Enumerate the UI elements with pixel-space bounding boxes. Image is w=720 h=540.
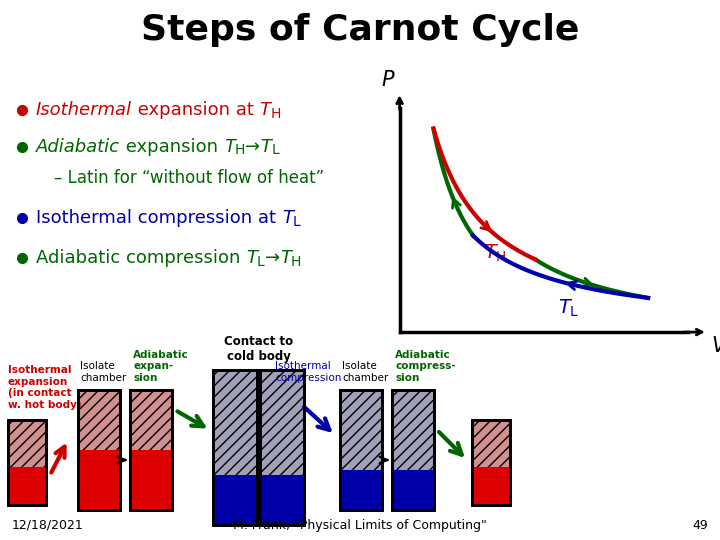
Text: T: T bbox=[260, 101, 271, 119]
Bar bbox=[340, 390, 382, 510]
Bar bbox=[473, 467, 509, 504]
Bar bbox=[261, 475, 303, 524]
Bar bbox=[9, 467, 45, 504]
Text: T: T bbox=[282, 209, 293, 227]
Text: $V$: $V$ bbox=[711, 335, 720, 355]
Text: Isothermal
expansion
(in contact
w. hot body): Isothermal expansion (in contact w. hot … bbox=[8, 365, 81, 410]
Text: 12/18/2021: 12/18/2021 bbox=[12, 519, 84, 532]
Text: – Latin for “without flow of heat”: – Latin for “without flow of heat” bbox=[54, 169, 324, 187]
Bar bbox=[341, 470, 381, 509]
Bar bbox=[130, 390, 172, 510]
Bar bbox=[260, 370, 304, 525]
Text: $T_\mathrm{H}$: $T_\mathrm{H}$ bbox=[485, 243, 507, 264]
Text: L: L bbox=[293, 214, 300, 228]
Text: T: T bbox=[246, 249, 257, 267]
Bar bbox=[78, 390, 120, 510]
Text: H: H bbox=[291, 254, 302, 268]
Text: →: → bbox=[245, 138, 260, 156]
Bar bbox=[393, 470, 433, 509]
Text: H: H bbox=[235, 144, 245, 158]
Text: Steps of Carnot Cycle: Steps of Carnot Cycle bbox=[141, 13, 579, 47]
Text: Isolate
chamber: Isolate chamber bbox=[342, 361, 388, 383]
Text: expansion: expansion bbox=[120, 138, 224, 156]
Text: $P$: $P$ bbox=[381, 70, 395, 90]
Text: Isolate
chamber: Isolate chamber bbox=[80, 361, 126, 383]
Bar bbox=[8, 420, 46, 505]
Text: 49: 49 bbox=[692, 519, 708, 532]
Text: Isothermal
compression: Isothermal compression bbox=[275, 361, 341, 383]
Bar bbox=[472, 420, 510, 505]
Bar bbox=[8, 420, 46, 505]
Bar bbox=[392, 390, 434, 510]
Text: $T_\mathrm{L}$: $T_\mathrm{L}$ bbox=[558, 298, 579, 319]
Text: L: L bbox=[271, 144, 279, 158]
Text: M. Frank, "Physical Limits of Computing": M. Frank, "Physical Limits of Computing" bbox=[233, 519, 487, 532]
Bar bbox=[392, 390, 434, 510]
Bar bbox=[260, 370, 304, 525]
Text: Adiabatic
compress-
sion: Adiabatic compress- sion bbox=[395, 350, 456, 383]
Text: T: T bbox=[260, 138, 271, 156]
Text: T: T bbox=[280, 249, 291, 267]
Bar bbox=[214, 475, 256, 524]
Text: L: L bbox=[257, 254, 265, 268]
Text: T: T bbox=[224, 138, 235, 156]
Text: Isothermal compression at: Isothermal compression at bbox=[36, 209, 282, 227]
Bar bbox=[130, 390, 172, 510]
Text: H: H bbox=[271, 106, 281, 120]
Bar bbox=[213, 370, 257, 525]
Bar bbox=[78, 390, 120, 510]
Bar bbox=[79, 450, 119, 509]
Bar bbox=[131, 450, 171, 509]
Text: Adiabatic: Adiabatic bbox=[36, 138, 120, 156]
Text: Adiabatic compression: Adiabatic compression bbox=[36, 249, 246, 267]
Text: Adiabatic
expan-
sion: Adiabatic expan- sion bbox=[133, 350, 189, 383]
Text: Contact to
cold body: Contact to cold body bbox=[224, 335, 293, 363]
Text: expansion at: expansion at bbox=[132, 101, 260, 119]
Text: Isothermal: Isothermal bbox=[36, 101, 132, 119]
Bar bbox=[472, 420, 510, 505]
Text: →: → bbox=[265, 249, 280, 267]
Bar bbox=[213, 370, 257, 525]
Bar bbox=[340, 390, 382, 510]
